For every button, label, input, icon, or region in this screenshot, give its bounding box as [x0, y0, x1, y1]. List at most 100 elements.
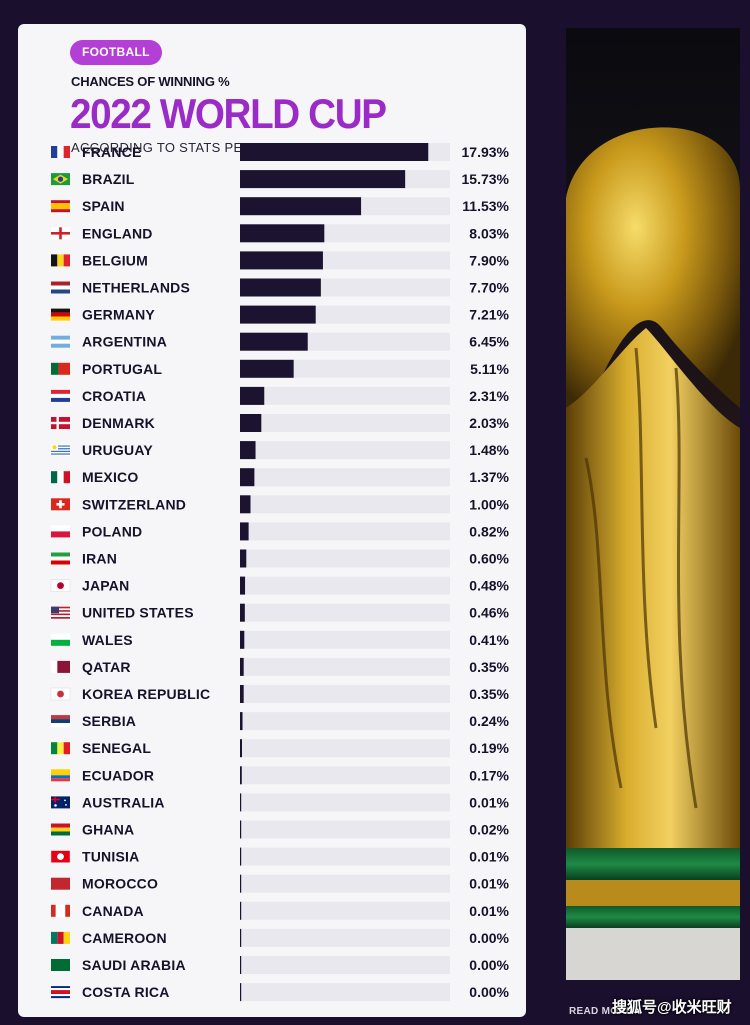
category-label: MEXICO [82, 469, 138, 485]
category-label: ECUADOR [82, 767, 154, 783]
trophy-band-bottom [566, 906, 740, 928]
flag-icon [51, 606, 70, 619]
flag-icon [50, 850, 71, 863]
flag-icon [51, 471, 70, 484]
bar-track [240, 657, 450, 676]
bar [240, 766, 242, 785]
chart-row: QATAR 0.35% [51, 657, 510, 676]
bar-track [240, 928, 450, 947]
category-label: SPAIN [82, 198, 125, 214]
trophy-photo [566, 28, 740, 980]
category-label: GERMANY [82, 307, 155, 323]
bar [240, 983, 242, 1002]
category-label: MOROCCO [82, 876, 158, 892]
value-label: 7.21% [469, 307, 509, 323]
category-label: WALES [82, 632, 133, 648]
bar [240, 630, 245, 649]
flag-icon [51, 796, 70, 809]
bar [240, 739, 242, 758]
flag-icon [51, 823, 70, 836]
bar [240, 332, 308, 351]
chart-row: BELGIUM 7.90% [51, 251, 510, 270]
value-label: 11.53% [462, 198, 509, 214]
bar [240, 549, 247, 568]
bar [240, 576, 246, 595]
trophy-body [566, 328, 740, 848]
value-label: 1.37% [469, 469, 509, 485]
bar [240, 305, 316, 324]
category-label: BELGIUM [82, 252, 148, 268]
chart-row: GHANA 0.02% [51, 820, 510, 839]
bar-track [240, 495, 450, 514]
value-label: 0.02% [469, 822, 509, 838]
chart-row: JAPAN 0.48% [50, 576, 510, 595]
value-label: 0.24% [469, 713, 509, 729]
category-label: CAMEROON [82, 930, 167, 946]
category-label: QATAR [82, 659, 131, 675]
category-label: TUNISIA [82, 849, 139, 865]
bar-track [240, 712, 450, 731]
flag-icon [51, 227, 70, 240]
bar [240, 685, 244, 703]
value-label: 1.00% [469, 496, 509, 512]
value-label: 6.45% [469, 334, 509, 350]
value-label: 1.48% [469, 442, 509, 458]
chart-row: ARGENTINA 6.45% [51, 332, 510, 351]
chart-row: CAMEROON 0.00% [51, 928, 510, 947]
chart-row: SERBIA 0.24% [51, 712, 510, 731]
chart-subtitle: CHANCES OF WINNING % [71, 74, 230, 89]
bar-track [240, 549, 450, 568]
chart-row: CROATIA 2.31% [51, 386, 510, 405]
flag-icon [51, 362, 70, 375]
bar [240, 712, 243, 731]
value-label: 0.17% [469, 767, 509, 783]
bar-track [240, 847, 450, 866]
bar [240, 414, 262, 432]
chart-row: UNITED STATES 0.46% [51, 603, 510, 622]
flag-icon [51, 281, 70, 294]
chart-card: FOOTBALL CHANCES OF WINNING % 2022 WORLD… [18, 24, 526, 1017]
bar-track [240, 630, 450, 649]
bar [240, 793, 242, 812]
chart-row: COSTA RICA 0.00% [51, 983, 510, 1002]
trophy-gold-ring [566, 880, 740, 906]
value-label: 7.90% [469, 252, 509, 268]
chart-row: IRAN 0.60% [51, 549, 510, 568]
category-label: JAPAN [82, 578, 129, 594]
flag-icon [51, 200, 70, 213]
bar [240, 820, 242, 839]
bar-track [240, 739, 450, 758]
bar [240, 224, 325, 243]
bar [240, 874, 242, 893]
trophy-band-top [566, 848, 740, 880]
chart-row: NETHERLANDS 7.70% [51, 278, 510, 297]
trophy-illustration [566, 127, 740, 980]
value-label: 0.00% [469, 984, 509, 1000]
flag-icon [51, 715, 70, 728]
trophy-globe [566, 127, 740, 414]
value-label: 17.93% [462, 144, 510, 160]
value-label: 0.60% [469, 551, 509, 567]
bar [240, 386, 265, 405]
category-label: SENEGAL [82, 740, 151, 756]
category-badge[interactable]: FOOTBALL [70, 40, 162, 65]
chart-row: POLAND 0.82% [51, 522, 510, 541]
bar-track [240, 956, 450, 974]
bar [240, 359, 294, 378]
category-label: COSTA RICA [82, 984, 170, 1000]
value-label: 8.03% [469, 225, 509, 241]
bar-track [240, 468, 450, 487]
bar [240, 468, 255, 487]
value-label: 0.48% [469, 578, 509, 594]
chart-row: SPAIN 11.53% [51, 197, 510, 216]
category-label: CROATIA [82, 388, 146, 404]
bar [240, 251, 323, 270]
flag-icon [51, 254, 70, 267]
category-label: POLAND [82, 523, 142, 539]
flag-icon [51, 877, 70, 890]
bar [240, 495, 251, 514]
flag-icon [51, 660, 70, 673]
flag-icon [51, 444, 70, 457]
bar [240, 522, 249, 541]
read-more-link[interactable]: READ MORE [569, 1006, 633, 1017]
